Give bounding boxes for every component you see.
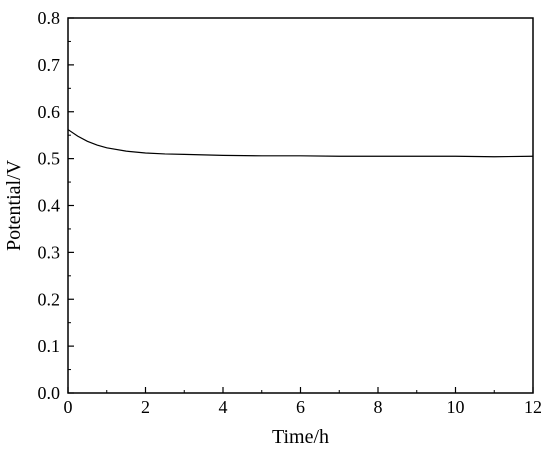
y-tick-label: 0.7: [38, 55, 61, 75]
y-tick-label: 0.0: [38, 383, 61, 403]
y-tick-label: 0.4: [38, 196, 61, 216]
x-axis: 0 2 4 6 8 10 12: [64, 387, 542, 417]
y-tick-label: 0.8: [38, 8, 61, 28]
y-tick-label: 0.5: [38, 149, 61, 169]
x-tick-label: 10: [447, 397, 465, 417]
y-tick-label: 0.2: [38, 289, 61, 309]
series-line-potential: [67, 129, 534, 158]
x-tick-label: 6: [296, 397, 305, 417]
x-axis-title: Time/h: [272, 426, 329, 448]
x-tick-label: 0: [64, 397, 73, 417]
plot-frame: [67, 17, 534, 394]
x-tick-label: 12: [524, 397, 542, 417]
x-tick-label: 8: [374, 397, 383, 417]
y-tick-label: 0.3: [38, 242, 61, 262]
y-tick-label: 0.1: [38, 336, 61, 356]
y-tick-label: 0.6: [38, 102, 61, 122]
y-axis-title: Potential/V: [3, 159, 25, 251]
x-tick-label: 2: [141, 397, 150, 417]
x-tick-label: 4: [219, 397, 228, 417]
y-axis: 0.0 0.1 0.2 0.3 0.4 0.5 0.6 0.7 0.8: [38, 8, 74, 403]
